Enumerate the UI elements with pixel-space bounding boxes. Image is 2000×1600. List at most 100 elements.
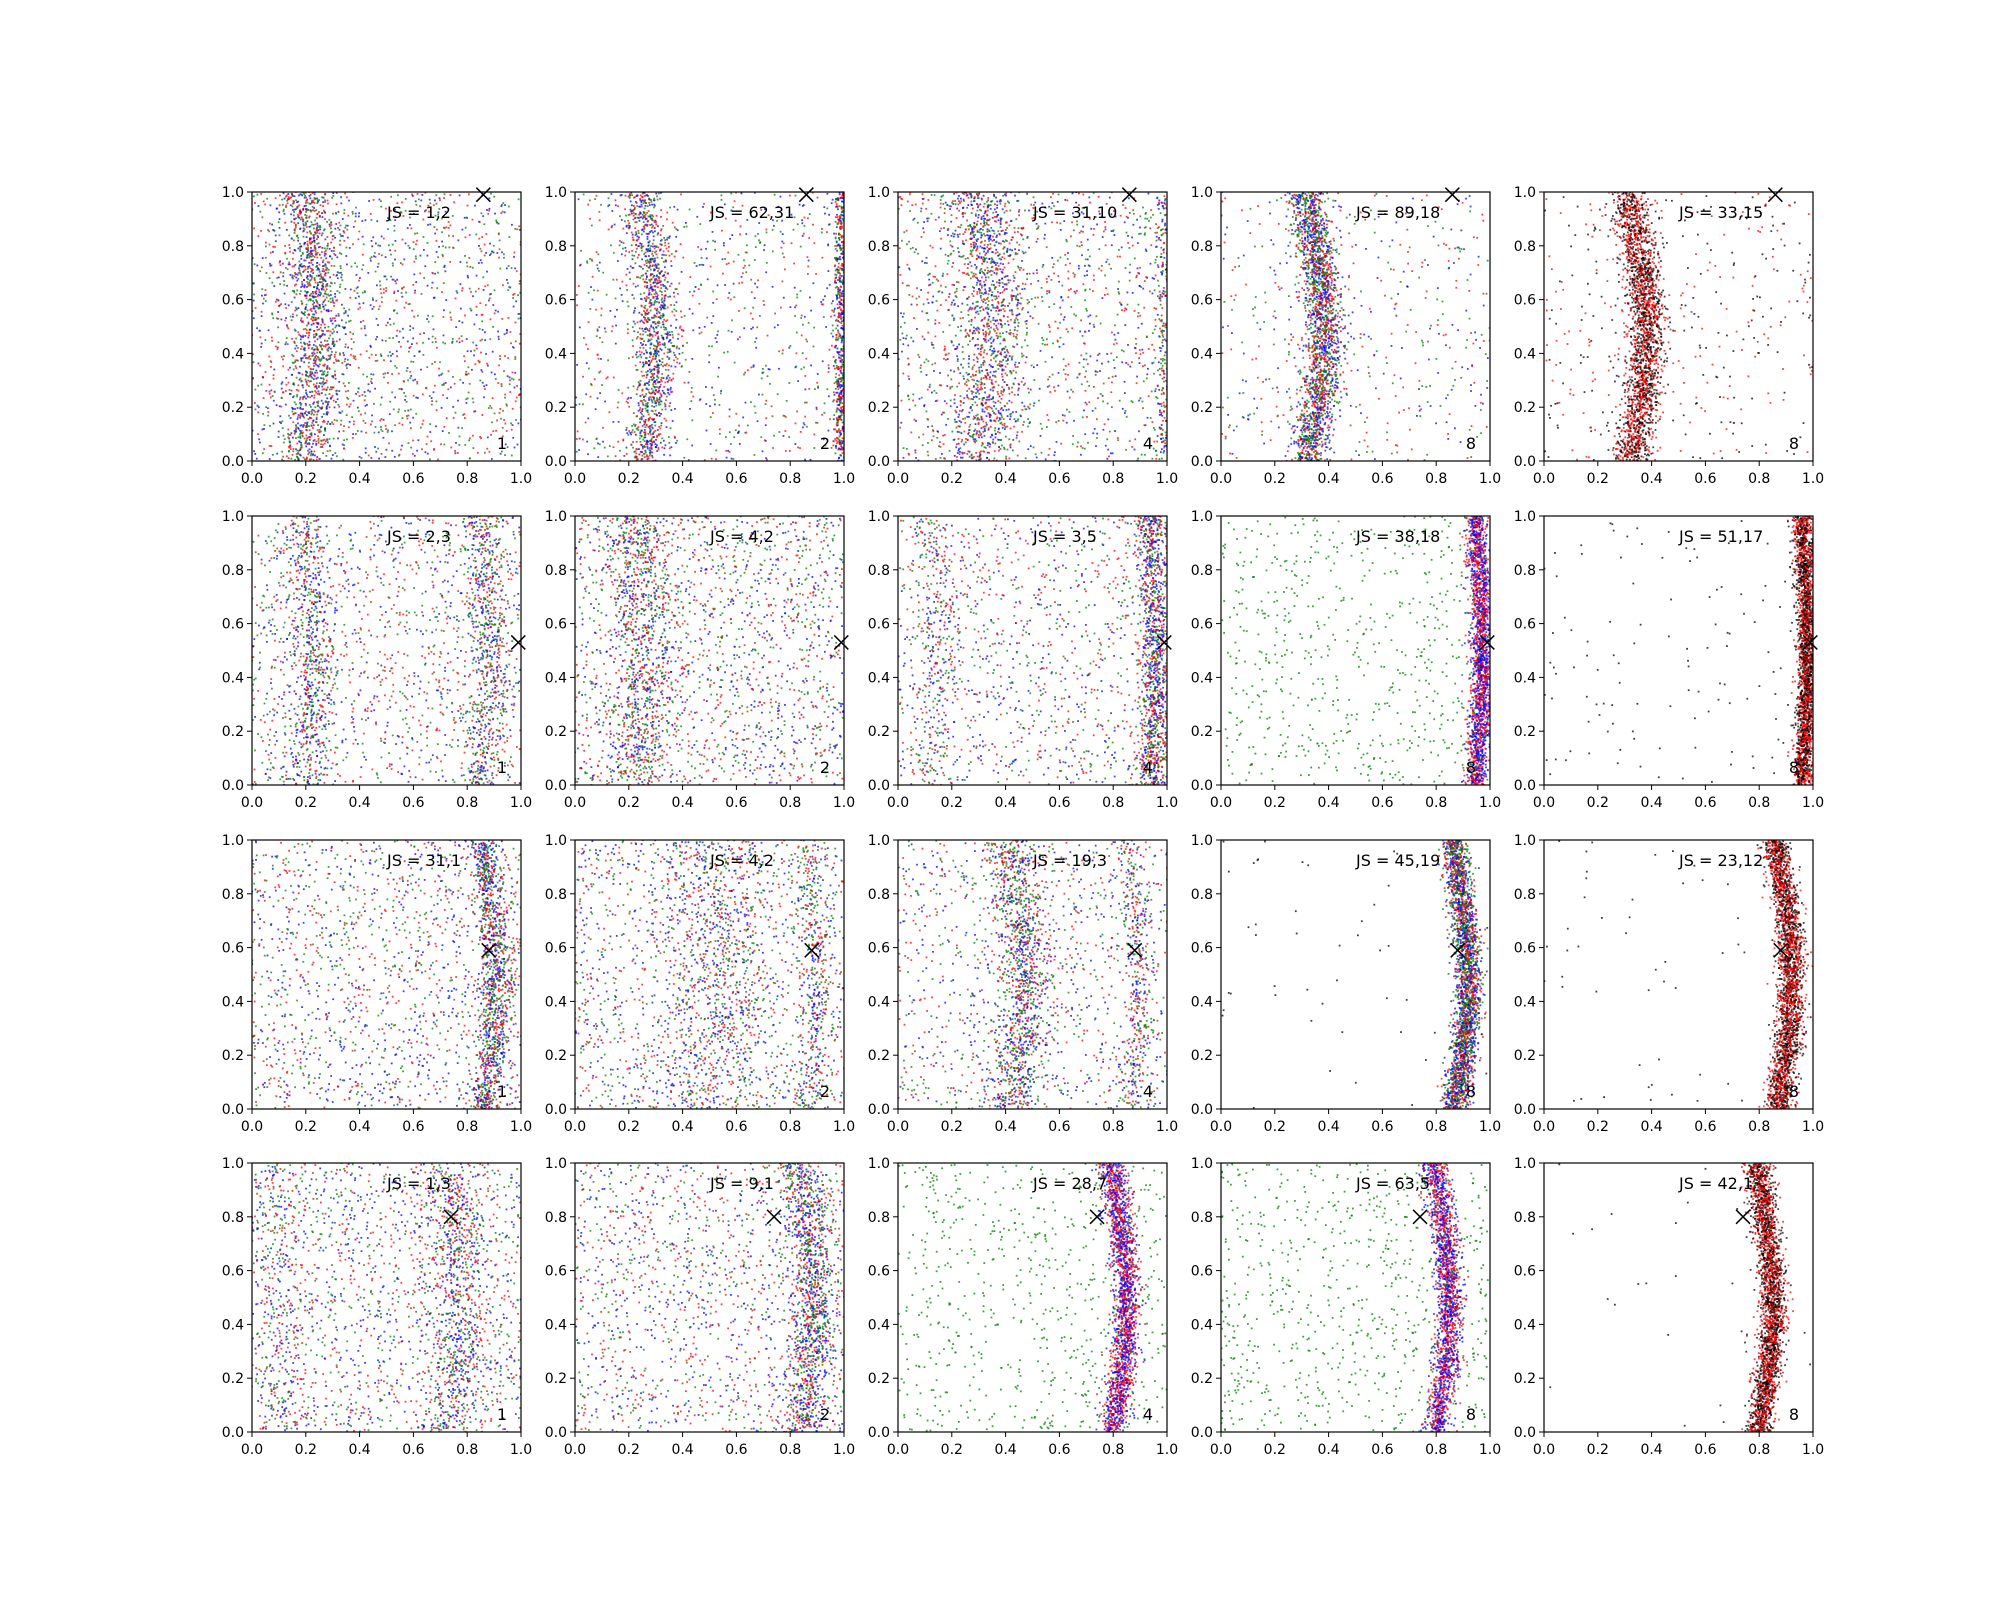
scatter-point (256, 404, 259, 407)
scatter-point (354, 355, 357, 358)
scatter-point (838, 271, 840, 274)
scatter-point (839, 247, 842, 249)
scatter-point (315, 229, 318, 231)
scatter-point (265, 272, 268, 274)
scatter-point (642, 230, 645, 233)
scatter-point (306, 275, 309, 277)
scatter-point (659, 192, 662, 194)
scatter-point (418, 198, 420, 201)
scatter-point (666, 238, 668, 241)
scatter-point (326, 359, 329, 362)
scatter-point (389, 351, 391, 353)
scatter-point (295, 217, 297, 220)
scatter-point (305, 434, 308, 437)
scatter-point (322, 355, 324, 358)
scatter-point (735, 412, 738, 415)
scatter-point (816, 373, 819, 375)
y-tick-label: 0.8 (222, 239, 244, 255)
scatter-point (340, 276, 343, 279)
scatter-point (667, 374, 670, 377)
scatter-point (296, 455, 298, 458)
scatter-point (836, 206, 839, 209)
scatter-point (835, 445, 837, 447)
scatter-point (765, 228, 768, 231)
scatter-point (600, 314, 603, 317)
scatter-point (847, 266, 849, 268)
scatter-point (724, 436, 727, 438)
scatter-point (837, 290, 839, 293)
scatter-point (292, 448, 295, 450)
scatter-point (705, 403, 708, 405)
scatter-point (662, 337, 664, 339)
scatter-point (746, 244, 748, 247)
scatter-point (837, 266, 840, 268)
scatter-point (665, 320, 667, 323)
scatter-point (625, 250, 627, 252)
scatter-point (719, 432, 721, 435)
scatter-point (252, 257, 254, 259)
scatter-point (326, 373, 329, 376)
scatter-point (645, 423, 648, 426)
scatter-point (500, 383, 503, 385)
scatter-point (640, 244, 643, 247)
scatter-point (496, 419, 498, 422)
scatter-point (332, 342, 335, 344)
scatter-point (335, 212, 337, 215)
scatter-point (327, 271, 330, 274)
scatter-point (657, 366, 659, 369)
scatter-point (840, 359, 843, 362)
scatter-point (321, 319, 324, 321)
scatter-point (321, 381, 324, 384)
scatter-point (339, 239, 341, 242)
scatter-point (514, 267, 516, 270)
scatter-point (803, 315, 806, 318)
scatter-point (480, 437, 482, 440)
scatter-point (430, 440, 433, 443)
scatter-point (710, 211, 712, 214)
scatter-point (660, 270, 663, 273)
scatter-point (653, 197, 656, 200)
scatter-point (260, 230, 262, 232)
scatter-point (403, 306, 406, 309)
scatter-point (645, 262, 648, 264)
scatter-point (254, 408, 257, 411)
scatter-point (636, 239, 639, 242)
scatter-point (313, 450, 316, 453)
scatter-point (382, 373, 385, 375)
scatter-point (359, 306, 361, 309)
scatter-point (850, 321, 852, 323)
scatter-point (355, 393, 357, 395)
scatter-point (392, 264, 394, 267)
scatter-point (314, 223, 317, 226)
scatter-point (322, 282, 324, 285)
scatter-point (260, 310, 263, 313)
scatter-point (324, 273, 326, 276)
scatter-point (836, 271, 839, 274)
scatter-point (302, 336, 304, 338)
scatter-point (331, 394, 334, 397)
scatter-point (374, 426, 377, 428)
scatter-point (649, 304, 652, 307)
scatter-point (286, 202, 289, 205)
scatter-point (300, 446, 303, 449)
scatter-point (312, 300, 314, 302)
scatter-point (454, 411, 457, 414)
scatter-point (788, 382, 791, 384)
scatter-point (838, 314, 840, 317)
scatter-point (732, 458, 735, 460)
scatter-point (308, 252, 311, 255)
scatter-point (607, 359, 609, 362)
scatter-point (275, 345, 277, 348)
scatter-point (315, 274, 318, 277)
scatter-point (300, 320, 303, 323)
scatter-point (315, 443, 318, 445)
scatter-point (304, 265, 307, 268)
scatter-point (320, 310, 323, 313)
scatter-point (293, 340, 296, 343)
scatter-point (390, 195, 393, 198)
scatter-point (313, 301, 316, 304)
scatter-point (835, 364, 838, 367)
scatter-point (712, 412, 714, 414)
scatter-point (660, 422, 663, 424)
scatter-point (408, 247, 411, 249)
